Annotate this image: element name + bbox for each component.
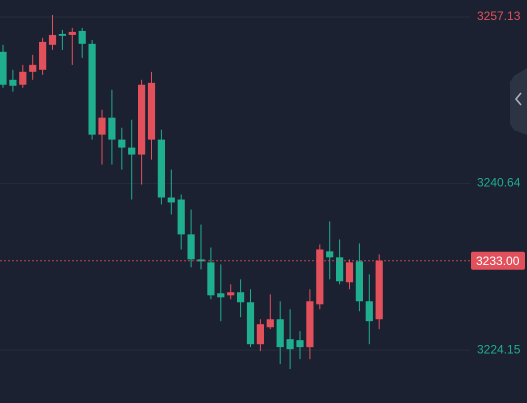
- plot: 3257.13 3240.64 3224.15 3233.00: [0, 9, 525, 370]
- candle-body: [286, 339, 294, 350]
- candle-body: [177, 199, 185, 235]
- candle-body: [108, 117, 116, 140]
- candle-body: [296, 340, 304, 348]
- candle-body: [98, 117, 106, 135]
- last-price-label: 3233.00: [476, 254, 520, 268]
- y-tick-label: 3257.13: [477, 9, 521, 23]
- candle-body: [58, 33, 66, 36]
- candle-body: [345, 262, 354, 283]
- candle-body: [118, 139, 126, 148]
- candle-body: [266, 319, 274, 328]
- candle-body: [167, 197, 175, 203]
- candle-body: [68, 31, 76, 35]
- candle-body: [138, 84, 146, 155]
- candle-body: [157, 139, 165, 198]
- candle-body: [237, 292, 245, 303]
- candle-body: [19, 71, 27, 85]
- y-tick-label: 3240.64: [477, 176, 521, 190]
- candle-body: [227, 292, 235, 296]
- candle-body: [375, 260, 383, 320]
- candle-body: [0, 51, 7, 85]
- candle-body: [355, 261, 363, 302]
- candle-body: [326, 251, 334, 258]
- chevron-icon[interactable]: [514, 92, 522, 106]
- candle-body: [78, 30, 86, 44]
- candle-body: [88, 43, 96, 135]
- candle-body: [187, 234, 195, 260]
- candle-body: [256, 324, 264, 345]
- y-tick-label: 3224.15: [477, 342, 521, 356]
- candle-body: [306, 301, 314, 348]
- candle-body: [217, 293, 225, 298]
- candle-body: [316, 249, 324, 305]
- candle-body: [365, 301, 373, 322]
- candle-body: [48, 34, 57, 45]
- candle-body: [128, 147, 136, 155]
- candle-body: [207, 262, 215, 296]
- candle-body: [147, 82, 156, 140]
- candle-body: [246, 302, 255, 345]
- candle-body: [336, 257, 344, 282]
- candle-body: [9, 79, 17, 86]
- last-price-box: [471, 251, 525, 270]
- collapse-tab[interactable]: [510, 68, 527, 135]
- candle-body: [29, 64, 37, 72]
- candle-body: [39, 41, 47, 70]
- candle-body: [276, 319, 284, 348]
